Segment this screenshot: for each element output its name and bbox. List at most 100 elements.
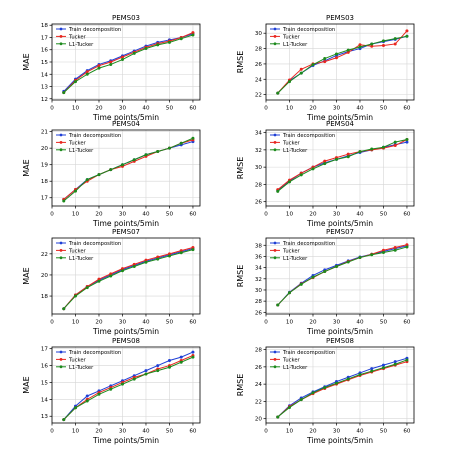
data-point: [179, 249, 183, 253]
series-line: [63, 34, 194, 94]
y-tick-label: 15: [41, 60, 49, 66]
plot-frame: [265, 23, 415, 101]
x-tick-label: 50: [166, 106, 174, 112]
legend-marker: [273, 133, 277, 137]
data-point: [109, 60, 113, 64]
data-point: [144, 153, 148, 157]
series-line: [63, 351, 194, 420]
y-tick-label: 28: [255, 47, 263, 53]
data-point: [393, 37, 397, 41]
data-point: [370, 253, 374, 257]
legend-marker: [59, 365, 63, 369]
legend-label: L1-Tucker: [69, 365, 94, 371]
data-point: [109, 387, 113, 391]
legend-marker: [59, 35, 63, 38]
data-point: [287, 291, 291, 295]
chart-title: PEMS03: [326, 14, 354, 22]
x-tick-label: 0: [264, 106, 268, 112]
y-tick-label: 34: [255, 266, 263, 272]
data-point: [299, 71, 303, 75]
data-point: [370, 369, 374, 373]
y-tick-label: 19: [41, 163, 49, 169]
legend-marker: [273, 365, 277, 369]
data-point: [405, 138, 409, 141]
y-tick-label: 17: [41, 35, 49, 41]
data-point: [132, 262, 136, 266]
legend-label: Train decomposition: [282, 350, 335, 356]
data-point: [381, 43, 385, 47]
data-point: [381, 366, 385, 370]
data-point: [132, 158, 136, 162]
x-tick-label: 40: [142, 212, 150, 218]
y-tick-label: 26: [255, 310, 263, 316]
y-tick-label: 18: [41, 179, 49, 185]
legend-marker: [59, 256, 63, 260]
series-line: [277, 139, 408, 192]
data-point: [334, 56, 338, 60]
series-line: [277, 139, 408, 190]
data-point: [358, 45, 362, 49]
data-point: [156, 149, 160, 153]
y-tick-label: 28: [255, 182, 263, 188]
x-tick-label: 10: [72, 320, 80, 326]
plot-frame: [51, 129, 201, 207]
x-tick-label: 50: [166, 212, 174, 218]
y-tick-label: 12: [41, 97, 48, 103]
data-point: [370, 147, 374, 151]
y-tick-label: 30: [255, 288, 263, 294]
x-tick-label: 20: [309, 429, 317, 435]
x-tick-label: 60: [403, 106, 411, 112]
y-tick-label: 17: [41, 196, 49, 202]
x-tick-label: 60: [403, 429, 411, 435]
data-point: [287, 180, 291, 184]
x-tick-label: 0: [50, 320, 54, 326]
y-tick-label: 14: [41, 72, 49, 78]
data-point: [179, 141, 183, 145]
plot-frame: [265, 237, 415, 315]
x-tick-label: 30: [333, 320, 341, 326]
data-point: [393, 144, 397, 148]
y-tick-label: 21: [41, 130, 49, 136]
y-tick-label: 20: [41, 146, 49, 152]
data-point: [334, 265, 338, 268]
y-tick-label: 22: [41, 252, 48, 258]
y-tick-label: 16: [41, 48, 49, 54]
y-tick-label: 20: [255, 417, 263, 423]
data-point: [405, 29, 409, 33]
data-point: [132, 265, 136, 268]
data-point: [405, 245, 409, 249]
data-point: [405, 140, 409, 144]
data-point: [97, 279, 101, 283]
chart-panel-2: 0 10 20 30 40 50 60 22 24 26 28 30 PEMS03 Time points…: [236, 14, 415, 122]
legend-marker: [273, 350, 277, 354]
legend-marker: [273, 35, 277, 38]
plot-frame: [51, 237, 201, 315]
chart-panel-8: 0 10 20 30 40 50 60 20 22 24 26 28 PEMS08 Time points…: [236, 337, 415, 445]
x-tick-label: 10: [72, 212, 80, 218]
y-axis-label: RMSE: [236, 265, 245, 288]
legend-label: L1-Tucker: [283, 256, 308, 262]
x-tick-label: 30: [119, 429, 127, 435]
data-point: [311, 391, 315, 395]
x-tick-label: 20: [309, 106, 317, 112]
legend-marker: [273, 148, 277, 152]
x-tick-label: 30: [333, 212, 341, 218]
y-tick-label: 14: [41, 397, 49, 403]
x-tick-label: 60: [189, 429, 197, 435]
series-line: [63, 356, 194, 420]
legend-label: L1-Tucker: [283, 42, 308, 48]
y-tick-label: 13: [41, 85, 49, 91]
data-point: [85, 394, 89, 398]
y-axis-label: MAE: [22, 376, 31, 393]
x-tick-label: 20: [95, 212, 103, 218]
data-point: [144, 372, 148, 376]
data-point: [191, 246, 195, 249]
data-point: [323, 162, 327, 166]
series-line: [63, 249, 194, 310]
data-point: [381, 251, 385, 255]
legend-marker: [59, 358, 63, 361]
data-point: [276, 303, 280, 307]
y-tick-label: 22: [255, 399, 262, 405]
x-tick-label: 0: [264, 320, 268, 326]
y-tick-label: 26: [255, 200, 263, 206]
